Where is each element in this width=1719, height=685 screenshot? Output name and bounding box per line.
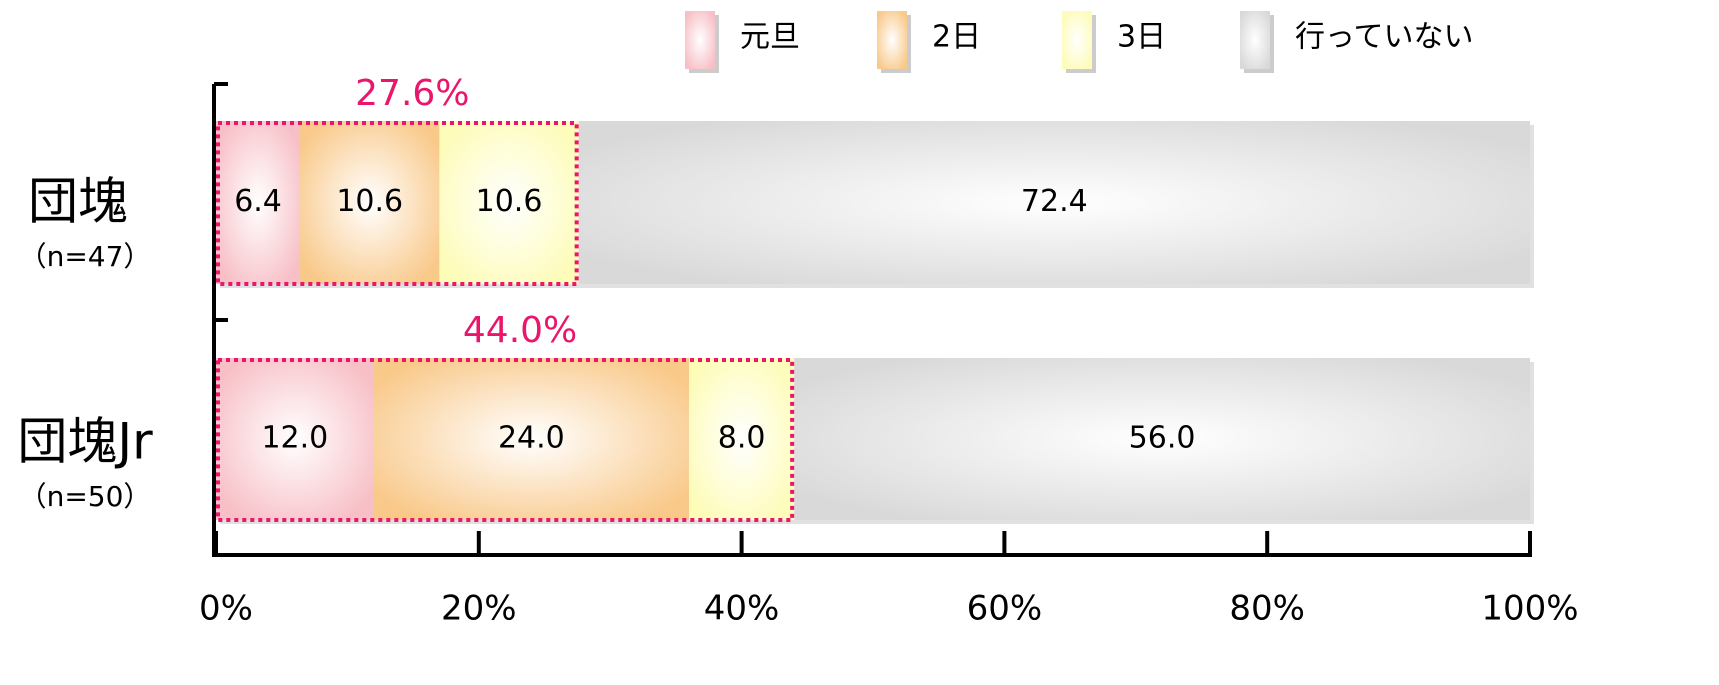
category-label: 団塊Jr — [17, 413, 153, 471]
x-tick-label: 100% — [1481, 589, 1578, 629]
legend-label: 2日 — [932, 20, 981, 55]
legend-swatch — [1062, 11, 1092, 69]
bar — [689, 358, 795, 520]
value-label: 10.6 — [476, 184, 543, 219]
bar — [373, 358, 690, 520]
x-tick-label: 40% — [704, 589, 780, 629]
bar — [300, 121, 440, 284]
value-label: 10.6 — [336, 184, 403, 219]
value-label: 8.0 — [718, 421, 766, 456]
legend-label: 元旦 — [740, 20, 800, 55]
annotation-label: 27.6% — [355, 73, 469, 114]
annotation-box — [216, 121, 579, 286]
x-tick-label: 0% — [199, 589, 253, 629]
value-label: 12.0 — [261, 421, 328, 456]
legend-swatch — [877, 11, 907, 69]
category-note: （n=50） — [19, 480, 152, 513]
legend-swatch — [685, 11, 715, 69]
category-note: （n=47） — [19, 240, 152, 273]
x-tick-label: 60% — [967, 589, 1043, 629]
legend-label: 3日 — [1117, 20, 1166, 55]
value-label: 56.0 — [1129, 421, 1196, 456]
value-label: 24.0 — [498, 421, 565, 456]
legend-swatch — [1240, 11, 1270, 69]
value-label: 72.4 — [1021, 184, 1088, 219]
bar — [794, 358, 1530, 520]
bar — [439, 121, 579, 284]
bar — [578, 121, 1530, 284]
value-label: 6.4 — [234, 184, 282, 219]
bar — [216, 121, 301, 284]
x-tick-label: 20% — [441, 589, 517, 629]
annotation-label: 44.0% — [463, 310, 577, 351]
legend-label: 行っていない — [1295, 20, 1474, 55]
category-label: 団塊 — [28, 173, 128, 231]
x-tick-label: 80% — [1229, 589, 1305, 629]
bar — [216, 358, 374, 520]
